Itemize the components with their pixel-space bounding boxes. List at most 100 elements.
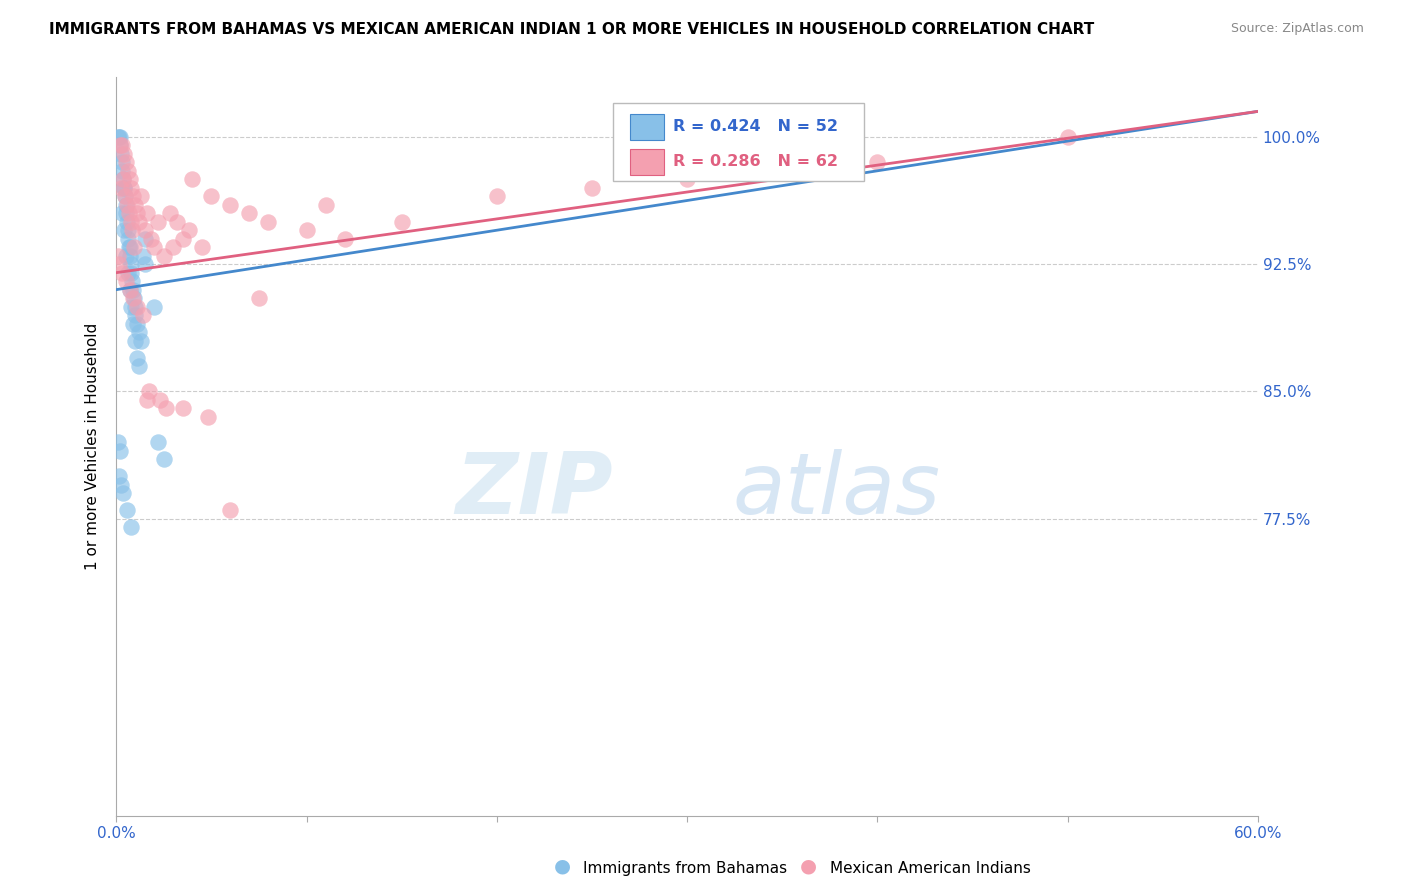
Point (120, 257, 142, 271)
Point (117, 240, 139, 254)
Point (143, 240, 166, 254)
Point (111, 138, 134, 153)
Point (135, 392, 157, 407)
Point (124, 334, 146, 348)
Point (124, 291, 146, 305)
Point (122, 189, 145, 203)
Point (108, 129, 131, 144)
Point (118, 172, 141, 186)
Point (108, 444, 131, 458)
Point (127, 300, 149, 314)
Point (127, 351, 149, 365)
Point (108, 257, 131, 271)
Point (121, 181, 143, 195)
Point (197, 409, 219, 424)
Point (129, 334, 152, 348)
Text: ●: ● (554, 857, 571, 876)
Point (114, 155, 136, 169)
Text: ZIP: ZIP (456, 450, 613, 533)
Point (132, 249, 155, 263)
Point (112, 146, 135, 161)
Point (153, 249, 176, 263)
Point (117, 232, 139, 246)
Point (112, 223, 135, 237)
Point (127, 206, 149, 220)
Point (111, 266, 134, 280)
Point (124, 308, 146, 322)
Point (200, 189, 222, 203)
Point (866, 155, 889, 169)
Point (315, 198, 337, 212)
Point (138, 384, 160, 399)
Point (115, 503, 138, 517)
Point (333, 232, 356, 246)
Point (114, 206, 136, 220)
FancyBboxPatch shape (630, 114, 664, 140)
Point (257, 215, 280, 229)
Point (149, 392, 172, 407)
Text: Mexican American Indians: Mexican American Indians (830, 861, 1031, 876)
Point (118, 283, 141, 297)
Point (159, 206, 181, 220)
Point (118, 283, 141, 297)
Text: R = 0.286   N = 62: R = 0.286 N = 62 (673, 154, 838, 169)
Point (114, 274, 136, 288)
Point (112, 181, 135, 195)
Point (108, 469, 131, 483)
Point (122, 317, 145, 331)
Point (111, 206, 134, 220)
Point (162, 240, 184, 254)
Point (117, 206, 139, 220)
Text: atlas: atlas (733, 450, 941, 533)
Point (134, 223, 156, 237)
Text: Immigrants from Bahamas: Immigrants from Bahamas (583, 861, 787, 876)
Point (146, 215, 169, 229)
Point (153, 452, 176, 467)
Point (581, 181, 603, 195)
Point (135, 206, 157, 220)
Point (121, 274, 143, 288)
Point (107, 249, 129, 263)
Point (177, 223, 200, 237)
Point (219, 198, 242, 212)
Point (134, 232, 156, 246)
FancyBboxPatch shape (613, 103, 865, 181)
Point (146, 435, 169, 450)
Point (124, 300, 146, 314)
Point (391, 215, 413, 229)
Point (181, 172, 204, 186)
Text: ●: ● (800, 857, 817, 876)
Point (172, 232, 194, 246)
Point (118, 240, 141, 254)
Point (120, 520, 142, 534)
Point (143, 300, 166, 314)
Text: IMMIGRANTS FROM BAHAMAS VS MEXICAN AMERICAN INDIAN 1 OR MORE VEHICLES IN HOUSEHO: IMMIGRANTS FROM BAHAMAS VS MEXICAN AMERI… (49, 22, 1094, 37)
Point (134, 257, 156, 271)
Point (108, 129, 131, 144)
Point (120, 215, 142, 229)
Point (191, 240, 214, 254)
Point (128, 325, 150, 339)
Point (115, 215, 138, 229)
Point (166, 215, 188, 229)
Text: Source: ZipAtlas.com: Source: ZipAtlas.com (1230, 22, 1364, 36)
Point (114, 189, 136, 203)
Point (295, 223, 318, 237)
Point (121, 266, 143, 280)
Point (111, 486, 134, 500)
Point (114, 198, 136, 212)
Point (238, 206, 260, 220)
Point (110, 478, 132, 492)
Point (108, 138, 131, 153)
Point (114, 189, 136, 203)
Point (111, 172, 134, 186)
Point (676, 172, 699, 186)
Y-axis label: 1 or more Vehicles in Household: 1 or more Vehicles in Household (86, 323, 100, 570)
Point (128, 215, 150, 229)
Point (117, 223, 139, 237)
Point (132, 308, 155, 322)
Point (155, 401, 177, 416)
Point (107, 435, 129, 450)
Point (219, 503, 242, 517)
Point (111, 155, 134, 169)
